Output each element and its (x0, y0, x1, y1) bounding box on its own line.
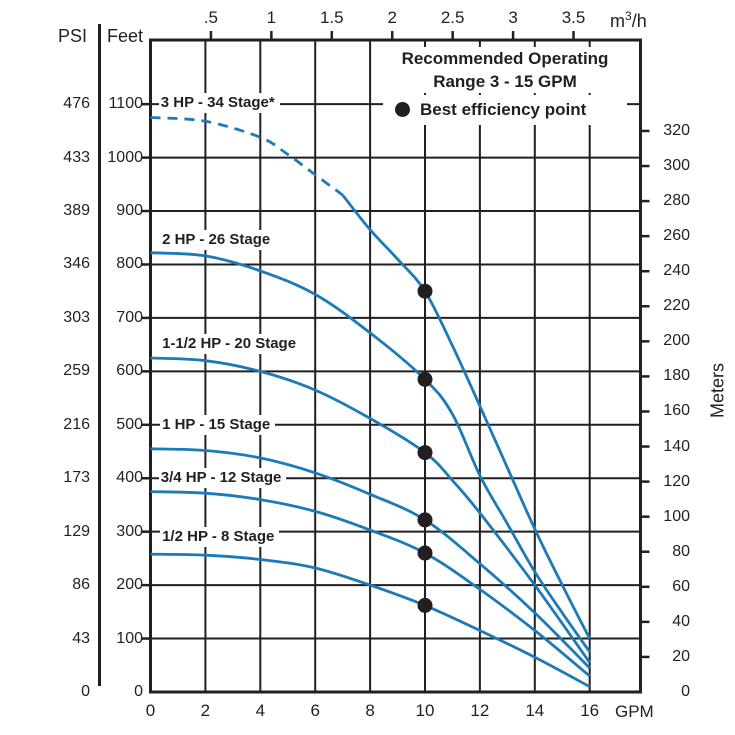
pump-curve (341, 194, 591, 640)
chart-title: Recommended Operating Range 3 - 15 GPM (383, 47, 627, 93)
bottom-axis-unit: GPM (615, 702, 654, 721)
top-axis-unit-suffix: /h (631, 11, 647, 31)
pump-curve-dashed (150, 116, 344, 197)
best-efficiency-dot (417, 512, 433, 528)
pump-curve (150, 356, 591, 664)
top-axis-unit: m3/h (610, 5, 647, 32)
pump-curve (150, 490, 591, 678)
best-efficiency-dot-icon (395, 102, 410, 117)
chart-title-line-2: Range 3 - 15 GPM (433, 72, 577, 91)
best-efficiency-dot (417, 371, 433, 387)
pump-curve (150, 251, 591, 653)
right-axis-title: Meters (707, 363, 728, 419)
plot-border (149, 38, 642, 694)
pump-curve (150, 447, 591, 669)
best-efficiency-dot (417, 597, 433, 613)
top-axis-unit-sup: 3 (625, 9, 632, 23)
psi-axis-title: PSI (58, 26, 88, 46)
best-efficiency-dot (417, 445, 433, 461)
feet-axis-title: Feet (107, 26, 144, 46)
best-efficiency-dot (417, 283, 433, 299)
top-axis-unit-prefix: m (610, 11, 625, 31)
legend-label: Best efficiency point (420, 100, 587, 119)
legend: Best efficiency point (383, 95, 627, 125)
chart-title-line-1: Recommended Operating (401, 49, 609, 68)
best-efficiency-dot (417, 545, 433, 561)
pump-curve (150, 552, 591, 688)
psi-feet-separator (98, 24, 101, 686)
